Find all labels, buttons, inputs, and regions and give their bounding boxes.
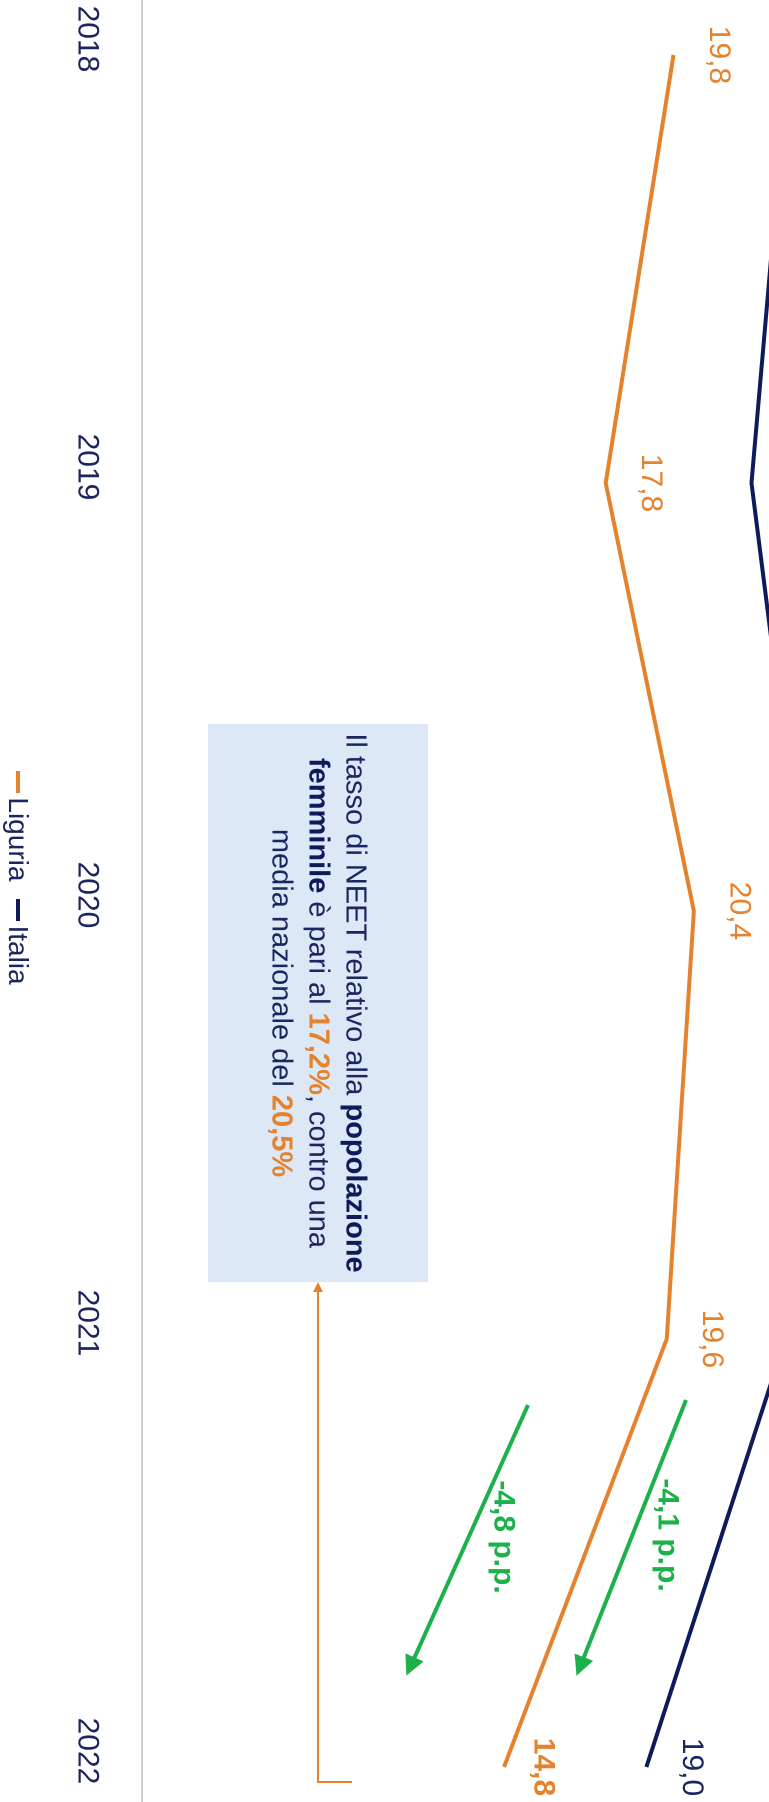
legend: Liguria Italia	[0, 768, 36, 988]
data-label: 19,0	[676, 1738, 709, 1796]
legend-label: Liguria	[3, 797, 34, 882]
legend-label: Italia	[3, 925, 34, 985]
change-arrow	[574, 1399, 688, 1676]
change-label: -4,1 p.p.	[652, 1478, 685, 1591]
legend-item-italia: Italia	[2, 899, 34, 985]
x-tick-label: 2022	[72, 1718, 105, 1785]
data-label: 17,8	[635, 454, 668, 512]
legend-swatch-italia	[16, 899, 20, 922]
data-label: 19,6	[696, 1310, 729, 1368]
change-label: -4,8 p.p.	[488, 1480, 521, 1593]
callout-arrow	[313, 1282, 352, 1783]
data-label: 14,8	[528, 1738, 561, 1796]
legend-swatch-liguria	[16, 771, 20, 794]
series-line-liguria	[502, 54, 696, 1768]
x-tick-label: 2021	[72, 1290, 105, 1357]
change-arrow	[405, 1404, 530, 1676]
data-label: 20,4	[723, 882, 756, 940]
legend-item-liguria: Liguria	[2, 771, 34, 881]
x-tick-label: 2018	[72, 6, 105, 73]
callout-text: Il tasso di NEET relativo alla popolazio…	[265, 733, 372, 1273]
x-tick-label: 2019	[72, 434, 105, 501]
callout-box: Il tasso di NEET relativo alla popolazio…	[208, 724, 428, 1282]
x-tick-label: 2020	[72, 862, 105, 929]
data-label: 19,8	[703, 26, 736, 84]
series-line-italia	[644, 258, 769, 1768]
